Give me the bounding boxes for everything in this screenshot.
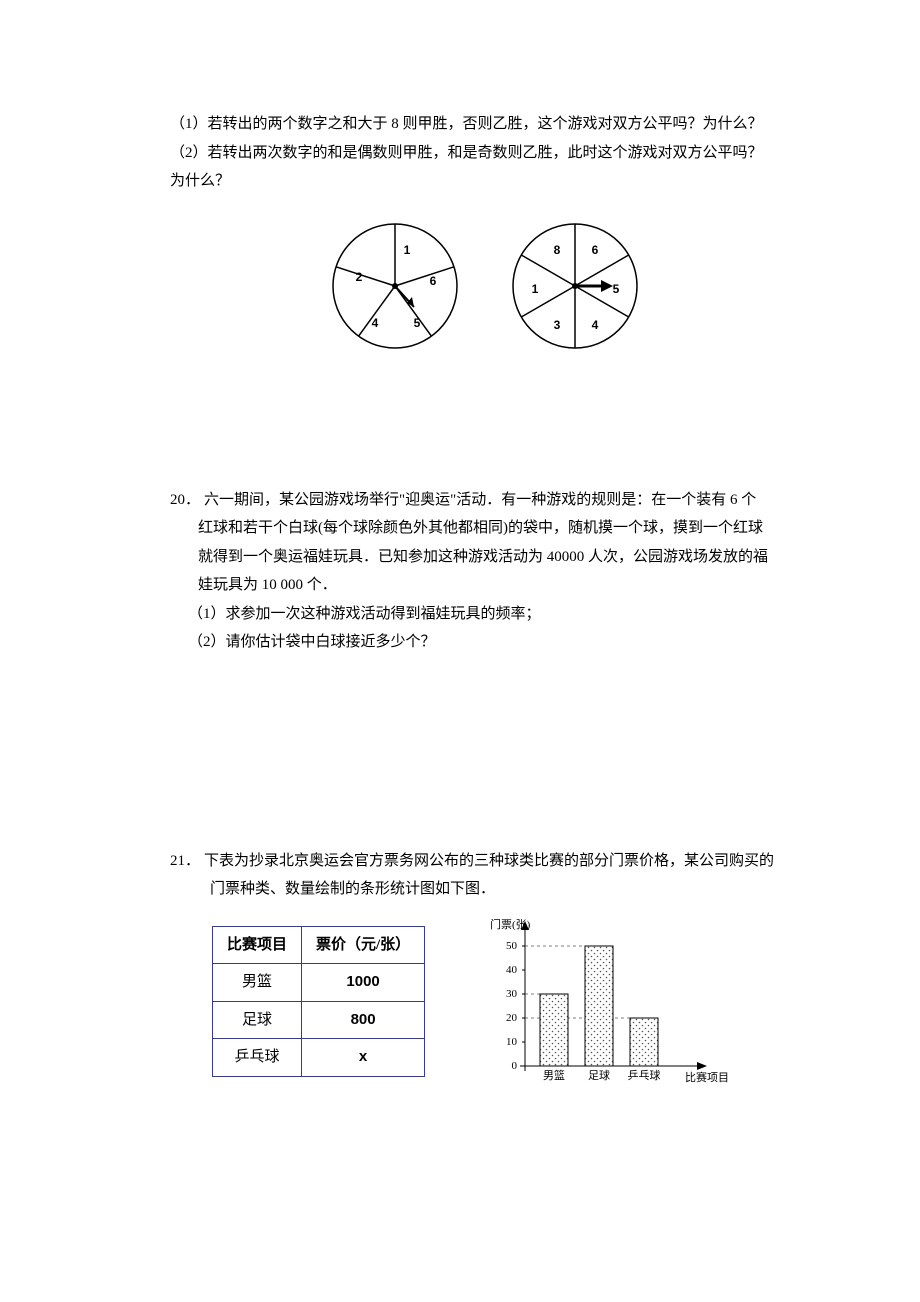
q20-line3: 就得到一个奥运福娃玩具．已知参加这种游戏活动为 40000 人次，公园游戏场发放…	[170, 543, 800, 572]
ticket-bar-chart: 门票(张) 比赛项目 0 10 20 30 40 50 男篮 足球 乒乓球	[485, 916, 735, 1096]
svg-text:1: 1	[532, 282, 539, 296]
ticket-price-table: 比赛项目 票价（元/张） 男篮 1000 足球 800 乒乓球 x	[212, 926, 425, 1077]
q19-sub2: （2）若转出两次数字的和是偶数则甲胜，和是奇数则乙胜，此时这个游戏对双方公平吗？	[170, 139, 800, 168]
q20-sub2: （2）请你估计袋中白球接近多少个？	[170, 628, 800, 657]
svg-text:50: 50	[506, 940, 518, 952]
table-header-price: 票价（元/张）	[302, 926, 425, 964]
spinner-diagram-group: 1 6 5 4 2 8 6 5 4 3	[170, 216, 800, 356]
q19-sub1: （1）若转出的两个数字之和大于 8 则甲胜，否则乙胜，这个游戏对双方公平吗？为什…	[170, 110, 800, 139]
bar-football	[585, 946, 613, 1066]
y-ticks: 0 10 20 30 40 50	[506, 940, 525, 1072]
q19-sub2b: 为什么？	[170, 167, 800, 196]
chart-y-label: 门票(张)	[490, 917, 531, 931]
q21-number: 21．	[170, 847, 204, 876]
q21-line2: 门票种类、数量绘制的条形统计图如下图．	[170, 875, 800, 904]
table-row: 足球 800	[213, 1001, 425, 1039]
svg-text:1: 1	[404, 243, 411, 257]
svg-text:3: 3	[554, 318, 561, 332]
chart-x-label: 比赛项目	[685, 1070, 729, 1084]
svg-text:30: 30	[506, 988, 518, 1000]
svg-text:乒乓球: 乒乓球	[628, 1068, 661, 1082]
svg-text:10: 10	[506, 1036, 518, 1048]
svg-text:男篮: 男篮	[543, 1068, 565, 1082]
q20-sub1: （1）求参加一次这种游戏活动得到福娃玩具的频率；	[170, 600, 800, 629]
svg-text:20: 20	[506, 1012, 518, 1024]
table-row: 男篮 1000	[213, 964, 425, 1002]
svg-text:8: 8	[554, 243, 561, 257]
bar-basketball	[540, 994, 568, 1066]
svg-text:足球: 足球	[588, 1068, 610, 1082]
q20-line1: 六一期间，某公园游戏场举行"迎奥运"活动．有一种游戏的规则是：在一个装有 6 个	[204, 486, 756, 515]
svg-text:6: 6	[430, 274, 437, 288]
svg-text:4: 4	[372, 316, 379, 330]
spinner-2: 8 6 5 4 3 1	[505, 216, 645, 356]
spinner-1: 1 6 5 4 2	[325, 216, 465, 356]
svg-text:5: 5	[414, 316, 421, 330]
svg-text:2: 2	[356, 270, 363, 284]
svg-text:40: 40	[506, 964, 518, 976]
svg-text:4: 4	[592, 318, 599, 332]
svg-text:0: 0	[512, 1060, 518, 1072]
bar-pingpong	[630, 1018, 658, 1066]
q20-number: 20．	[170, 486, 204, 515]
spinner-arrow-icon	[392, 283, 414, 307]
svg-text:5: 5	[613, 282, 620, 296]
q21-line1: 下表为抄录北京奥运会官方票务网公布的三种球类比赛的部分门票价格，某公司购买的	[204, 847, 774, 876]
table-row: 乒乓球 x	[213, 1039, 425, 1077]
q20-line4: 娃玩具为 10 000 个．	[170, 571, 800, 600]
table-header-event: 比赛项目	[213, 926, 302, 964]
spinner-arrow-icon	[572, 280, 613, 292]
q20-line2: 红球和若干个白球(每个球除颜色外其他都相同)的袋中，随机摸一个球，摸到一个红球	[170, 514, 800, 543]
svg-text:6: 6	[592, 243, 599, 257]
